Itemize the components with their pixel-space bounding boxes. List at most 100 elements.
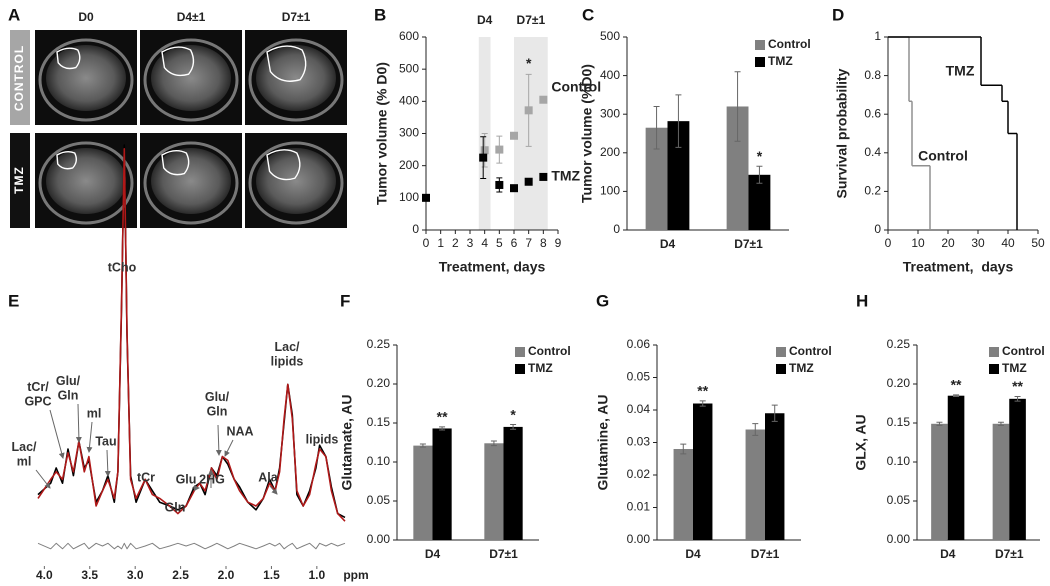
column-label: D0 bbox=[78, 10, 94, 24]
significance: ** bbox=[697, 383, 708, 399]
peak-arrow bbox=[86, 421, 93, 453]
bar bbox=[992, 423, 1010, 540]
tumor-outline bbox=[161, 150, 190, 176]
peak-arrow bbox=[104, 449, 111, 477]
y-tick-label: 100 bbox=[600, 184, 620, 198]
row-label: CONTROL bbox=[12, 45, 26, 111]
legend-label: Control bbox=[789, 344, 832, 358]
y-tick-label: 500 bbox=[399, 61, 419, 75]
x-tick-label: D7±1 bbox=[489, 547, 518, 561]
peak-arrow bbox=[75, 403, 82, 443]
legend-swatch bbox=[515, 364, 525, 374]
row-label: TMZ bbox=[12, 166, 26, 194]
y-axis-title: Glutamate, AU bbox=[339, 395, 355, 491]
panel-label: G bbox=[596, 291, 609, 310]
x-tick-label: D7±1 bbox=[751, 547, 780, 561]
peak-label: ml bbox=[87, 406, 102, 420]
y-tick-label: 0.10 bbox=[887, 454, 911, 468]
peak-label: Tau bbox=[95, 434, 116, 448]
error-bar bbox=[680, 443, 687, 455]
x-tick-label: D4 bbox=[940, 547, 956, 561]
y-tick-label: 0 bbox=[874, 222, 881, 236]
bar bbox=[1009, 398, 1026, 540]
error-bar bbox=[752, 423, 759, 436]
legend-label: TMZ bbox=[1002, 361, 1027, 375]
data-point bbox=[510, 184, 518, 193]
y-tick-label: 200 bbox=[600, 145, 620, 159]
mri-skull bbox=[248, 141, 344, 225]
y-tick-label: 0.03 bbox=[627, 435, 651, 449]
x-tick-label: 5 bbox=[496, 236, 503, 250]
peak-label: lipids bbox=[306, 432, 339, 446]
panel-label: E bbox=[8, 291, 19, 310]
band-label: D4 bbox=[477, 13, 493, 27]
y-axis-title: Glutamine, AU bbox=[595, 395, 611, 491]
legend-swatch bbox=[515, 347, 525, 357]
y-tick-label: 400 bbox=[399, 94, 419, 108]
x-tick-label: D7±1 bbox=[734, 237, 763, 251]
x-tick-label: D4 bbox=[425, 547, 441, 561]
y-tick-label: 0.25 bbox=[887, 337, 911, 351]
legend-swatch bbox=[989, 364, 999, 374]
bar bbox=[484, 443, 504, 540]
y-tick-label: 0.20 bbox=[367, 376, 391, 390]
y-tick-label: 0.05 bbox=[887, 493, 911, 507]
bar bbox=[673, 449, 693, 540]
tumor-outline bbox=[161, 46, 195, 77]
mri-skull bbox=[248, 38, 344, 122]
y-tick-label: 500 bbox=[600, 29, 620, 43]
series-label: TMZ bbox=[551, 168, 580, 184]
x-tick-label: D4 bbox=[660, 237, 676, 251]
tumor-outline bbox=[266, 45, 307, 82]
panel-label: D bbox=[832, 5, 844, 24]
period-band bbox=[514, 37, 548, 230]
error-bar bbox=[439, 426, 446, 431]
data-point bbox=[539, 172, 548, 181]
bar bbox=[748, 174, 771, 230]
column-label: D4±1 bbox=[177, 10, 206, 24]
panel-label: C bbox=[582, 5, 594, 24]
mri-brain bbox=[256, 148, 336, 214]
legend-label: Control bbox=[528, 344, 571, 358]
x-tick-label: 50 bbox=[1031, 236, 1045, 250]
y-tick-label: 0.00 bbox=[367, 532, 391, 546]
y-tick-label: 100 bbox=[399, 190, 419, 204]
y-axis-title: Tumor volume (% D0) bbox=[374, 62, 390, 205]
legend-label: Control bbox=[1002, 344, 1045, 358]
y-tick-label: 400 bbox=[600, 68, 620, 82]
legend-label: TMZ bbox=[768, 54, 793, 68]
y-tick-label: 0.6 bbox=[864, 106, 881, 120]
series-label: Control bbox=[918, 148, 968, 164]
legend-swatch bbox=[989, 347, 999, 357]
peak-arrow bbox=[49, 409, 65, 459]
panel-label: A bbox=[8, 5, 20, 24]
mri-skull bbox=[38, 141, 134, 225]
error-bar bbox=[997, 421, 1004, 426]
significance: ** bbox=[1012, 378, 1023, 394]
error-bar bbox=[699, 400, 706, 407]
peak-label: Ala bbox=[258, 470, 279, 484]
x-axis-title: Treatment, days bbox=[903, 259, 1014, 275]
mri-skull bbox=[143, 141, 239, 225]
error-bar bbox=[936, 421, 943, 426]
legend-swatch bbox=[776, 347, 786, 357]
mri-brain bbox=[46, 148, 126, 214]
panel-label: F bbox=[340, 291, 350, 310]
bar bbox=[931, 423, 948, 540]
legend-label: Control bbox=[768, 37, 811, 51]
data-point bbox=[422, 193, 430, 202]
x-tick-label: 2 bbox=[452, 236, 459, 250]
significance: * bbox=[510, 406, 516, 422]
x-tick-label: 2.0 bbox=[218, 568, 235, 582]
y-tick-label: 0.2 bbox=[864, 184, 881, 198]
error-bar bbox=[675, 94, 682, 148]
x-tick-label: 7 bbox=[525, 236, 532, 250]
y-tick-label: 0.00 bbox=[627, 532, 651, 546]
mri-brain bbox=[151, 148, 231, 214]
bar bbox=[432, 428, 452, 540]
y-tick-label: 0.10 bbox=[367, 454, 391, 468]
peak-label: NAA bbox=[226, 424, 253, 438]
y-axis-title: GLX, AU bbox=[853, 414, 869, 470]
